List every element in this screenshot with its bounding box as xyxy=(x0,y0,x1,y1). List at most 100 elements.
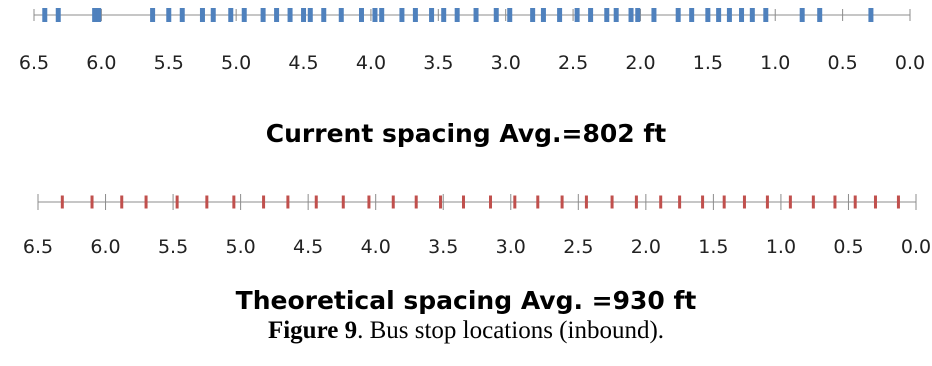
bus-stop-marker xyxy=(507,8,513,22)
tick-label: 4.0 xyxy=(361,236,391,258)
bus-stop-marker xyxy=(60,195,64,209)
tick-label: 6.5 xyxy=(23,236,53,258)
bus-stop-marker xyxy=(634,195,638,209)
tick-label: 3.0 xyxy=(496,236,526,258)
tick-label: 2.5 xyxy=(558,52,588,74)
bus-stop-marker xyxy=(260,8,266,22)
theoretical-spacing-chart: 6.5 6.0 5.5 5.0 4.5 4.0 3.5 3.0 2.5 2.0 1.5 1.0 0.5 0… xyxy=(23,194,931,315)
bus-stop-marker xyxy=(868,8,874,22)
bus-stop-marker xyxy=(166,8,172,22)
tick-label: 2.0 xyxy=(625,52,655,74)
bus-stop-marker xyxy=(817,8,823,22)
bus-stop-marker xyxy=(489,195,493,209)
bus-stop-marker xyxy=(338,8,344,22)
tick-label: 1.5 xyxy=(693,52,723,74)
bus-stop-marker xyxy=(179,8,185,22)
bus-stop-marker xyxy=(651,8,657,22)
bus-stop-marker xyxy=(287,8,293,22)
bus-stop-marker xyxy=(274,8,280,22)
bus-stop-marker xyxy=(232,195,236,209)
bus-stop-marker xyxy=(262,195,266,209)
bus-stop-marker xyxy=(763,8,769,22)
bus-stop-marker xyxy=(896,195,900,209)
tick-label: 5.0 xyxy=(221,52,251,74)
bus-stop-marker xyxy=(853,195,857,209)
bus-stop-marker xyxy=(391,195,395,209)
tick-label: 4.5 xyxy=(288,52,318,74)
bus-stop-marker xyxy=(301,8,307,22)
theoretical-axis-ticks xyxy=(37,194,917,210)
current-spacing-chart: 6.5 6.0 5.5 5.0 4.5 4.0 3.5 3.0 2.5 2.0 1.5 1.0 0.5 0… xyxy=(19,8,925,148)
bus-stop-marker xyxy=(321,8,327,22)
bus-stop-marker xyxy=(120,195,124,209)
tick-label: 5.0 xyxy=(226,236,256,258)
current-chart-title: Current spacing Avg.=802 ft xyxy=(266,119,667,148)
tick-label: 0.0 xyxy=(901,236,931,258)
bus-stop-marker xyxy=(42,8,48,22)
bus-stop-marker xyxy=(493,8,499,22)
bus-stop-marker xyxy=(726,8,732,22)
bus-stop-marker xyxy=(429,8,435,22)
tick-label: 3.5 xyxy=(423,52,453,74)
bus-stop-marker xyxy=(540,8,546,22)
bus-stop-marker xyxy=(574,8,580,22)
figure-caption-label: Figure 9 xyxy=(268,317,357,344)
tick-label: 6.0 xyxy=(90,236,120,258)
tick-label: 4.5 xyxy=(293,236,323,258)
tick-label: 3.0 xyxy=(491,52,521,74)
theoretical-tick-labels: 6.5 6.0 5.5 5.0 4.5 4.0 3.5 3.0 2.5 2.0 1.5 1.0 0.5 0… xyxy=(23,236,931,258)
bus-stop-marker xyxy=(811,195,815,209)
bus-stop-marker xyxy=(722,195,726,209)
bus-stop-marker xyxy=(399,8,405,22)
figure-caption-text: . Bus stop locations (inbound). xyxy=(357,317,664,344)
bus-stop-marker xyxy=(473,8,479,22)
bus-stop-marker xyxy=(307,8,313,22)
bus-stop-marker xyxy=(873,195,877,209)
bus-stop-marker xyxy=(314,195,318,209)
bus-stop-marker xyxy=(678,195,682,209)
bus-stop-marker xyxy=(788,195,792,209)
bus-stop-marker xyxy=(659,195,663,209)
bus-stop-marker xyxy=(379,8,385,22)
bus-stop-marker xyxy=(705,8,711,22)
bus-stop-marker xyxy=(414,195,418,209)
bus-stop-marker xyxy=(412,8,418,22)
bus-stop-marker xyxy=(689,8,695,22)
bus-stop-marker xyxy=(530,8,536,22)
bus-stop-marker xyxy=(92,8,98,22)
bus-stop-marker xyxy=(560,195,564,209)
bus-stop-marker xyxy=(833,195,837,209)
bus-stop-marker xyxy=(210,8,216,22)
bus-stop-marker xyxy=(241,8,247,22)
tick-label: 1.0 xyxy=(766,236,796,258)
bus-stop-marker xyxy=(613,8,619,22)
bus-stop-marker xyxy=(228,8,234,22)
tick-label: 3.5 xyxy=(428,236,458,258)
tick-label: 0.0 xyxy=(895,52,925,74)
bus-stop-marker xyxy=(584,195,588,209)
bus-stop-marker xyxy=(610,195,614,209)
bus-stop-marker xyxy=(701,195,705,209)
theoretical-stop-markers xyxy=(60,195,900,209)
bus-stop-marker xyxy=(588,8,594,22)
bus-stop-marker xyxy=(635,8,641,22)
bus-stop-marker xyxy=(716,8,722,22)
bus-stop-marker xyxy=(441,8,447,22)
bus-stop-marker xyxy=(799,8,805,22)
bus-stop-marker xyxy=(513,195,517,209)
bus-stop-marker xyxy=(341,195,345,209)
bus-stop-marker xyxy=(144,195,148,209)
tick-label: 1.5 xyxy=(698,236,728,258)
bus-stop-marker xyxy=(742,195,746,209)
bus-stop-marker xyxy=(372,8,378,22)
bus-stop-marker xyxy=(557,8,563,22)
tick-label: 6.5 xyxy=(19,52,49,74)
figure-caption: Figure 9. Bus stop locations (inbound). xyxy=(268,317,664,344)
tick-label: 2.0 xyxy=(631,236,661,258)
bus-stop-marker xyxy=(536,195,540,209)
bus-stop-marker xyxy=(461,195,465,209)
tick-label: 2.5 xyxy=(563,236,593,258)
bus-stop-marker xyxy=(454,8,460,22)
bus-stop-marker xyxy=(90,195,94,209)
